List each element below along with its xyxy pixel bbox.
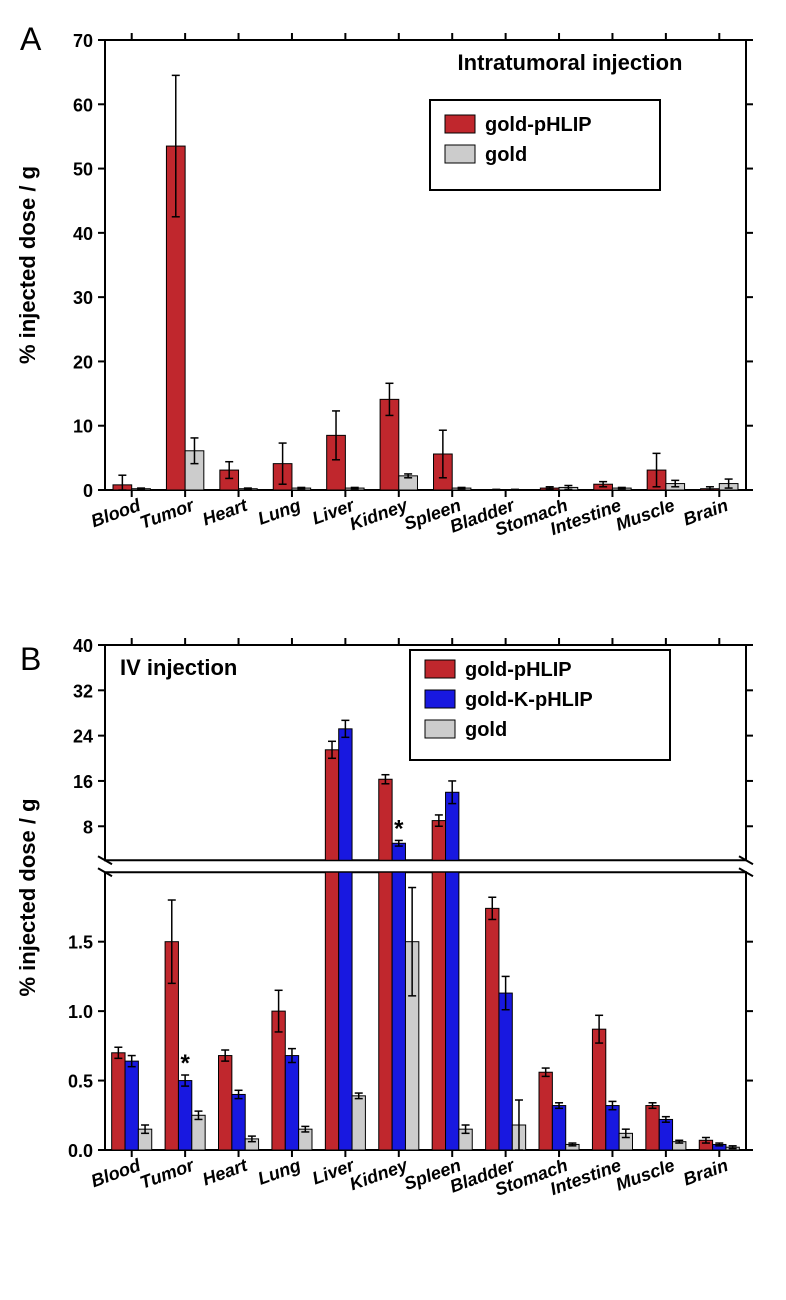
svg-text:Lung: Lung xyxy=(255,1155,303,1189)
svg-text:Heart: Heart xyxy=(200,495,251,530)
svg-text:32: 32 xyxy=(73,681,93,701)
svg-text:40: 40 xyxy=(73,636,93,656)
svg-text:*: * xyxy=(180,1050,190,1077)
svg-text:8: 8 xyxy=(83,817,93,837)
svg-text:Brain: Brain xyxy=(681,1155,731,1190)
svg-text:16: 16 xyxy=(73,772,93,792)
svg-text:IV injection: IV injection xyxy=(120,655,237,680)
svg-text:0: 0 xyxy=(83,481,93,501)
svg-text:gold-pHLIP: gold-pHLIP xyxy=(465,659,572,681)
svg-text:gold-K-pHLIP: gold-K-pHLIP xyxy=(465,689,593,711)
svg-text:Heart: Heart xyxy=(200,1155,251,1190)
svg-text:0.5: 0.5 xyxy=(68,1072,93,1092)
svg-text:Muscle: Muscle xyxy=(613,1155,677,1195)
svg-text:Intratumoral injection: Intratumoral injection xyxy=(458,50,683,75)
svg-text:A: A xyxy=(20,21,42,57)
svg-text:20: 20 xyxy=(73,352,93,372)
svg-text:10: 10 xyxy=(73,417,93,437)
panel-b: 0.0 0.5 1.0 1.5 8 16 24 32 40 % injected dose / g… xyxy=(10,630,776,1270)
svg-text:gold: gold xyxy=(465,719,507,741)
svg-text:Muscle: Muscle xyxy=(613,495,677,535)
svg-text:% injected dose / g: % injected dose / g xyxy=(15,798,40,996)
svg-text:Brain: Brain xyxy=(681,495,731,530)
panel-a: 0 10 20 30 40 50 60 70 % injected dose / g A Intra… xyxy=(10,10,776,610)
svg-text:Blood: Blood xyxy=(88,1155,144,1192)
svg-text:40: 40 xyxy=(73,224,93,244)
svg-text:1.5: 1.5 xyxy=(68,933,93,953)
svg-text:Tumor: Tumor xyxy=(137,495,197,533)
chart-a-svg: 0 10 20 30 40 50 60 70 % injected dose / g A Intra… xyxy=(10,10,776,610)
svg-text:Lung: Lung xyxy=(255,495,303,529)
svg-text:0.0: 0.0 xyxy=(68,1141,93,1161)
svg-text:% injected dose / g: % injected dose / g xyxy=(15,166,40,364)
svg-text:30: 30 xyxy=(73,288,93,308)
svg-text:gold: gold xyxy=(485,144,527,166)
svg-text:Tumor: Tumor xyxy=(137,1155,197,1193)
svg-text:1.0: 1.0 xyxy=(68,1002,93,1022)
svg-text:70: 70 xyxy=(73,31,93,51)
svg-text:gold-pHLIP: gold-pHLIP xyxy=(485,114,592,136)
svg-text:24: 24 xyxy=(73,727,93,747)
svg-text:*: * xyxy=(394,815,404,842)
svg-text:60: 60 xyxy=(73,95,93,115)
svg-text:B: B xyxy=(20,641,41,677)
chart-b-svg: 0.0 0.5 1.0 1.5 8 16 24 32 40 % injected dose / g… xyxy=(10,630,776,1270)
svg-text:Blood: Blood xyxy=(88,495,144,532)
svg-text:50: 50 xyxy=(73,160,93,180)
